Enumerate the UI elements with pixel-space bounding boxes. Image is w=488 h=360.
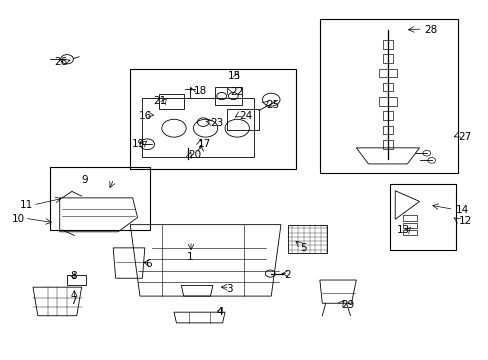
Bar xyxy=(389,184,455,249)
Text: 8: 8 xyxy=(70,271,77,282)
Text: 14: 14 xyxy=(455,205,468,215)
Text: 20: 20 xyxy=(188,150,201,160)
Text: 28: 28 xyxy=(424,25,437,35)
Bar xyxy=(402,222,416,228)
Text: 15: 15 xyxy=(227,71,240,81)
Bar xyxy=(402,230,416,235)
Text: 6: 6 xyxy=(145,259,152,269)
Text: 27: 27 xyxy=(458,132,471,142)
Text: 23: 23 xyxy=(210,118,223,128)
Text: 25: 25 xyxy=(266,100,279,110)
Bar xyxy=(382,126,392,134)
Text: 19: 19 xyxy=(131,139,144,149)
Text: 18: 18 xyxy=(193,86,206,96)
Text: 2: 2 xyxy=(284,270,290,280)
Text: 4: 4 xyxy=(216,307,222,317)
Bar xyxy=(67,275,86,285)
Text: 11: 11 xyxy=(20,200,33,210)
Bar xyxy=(130,69,295,169)
Bar xyxy=(382,140,392,149)
Bar xyxy=(402,215,416,221)
Bar xyxy=(382,83,392,91)
Bar xyxy=(287,225,326,253)
Bar xyxy=(378,68,396,77)
Bar xyxy=(319,19,458,173)
Bar xyxy=(382,54,392,63)
Text: 9: 9 xyxy=(81,175,88,185)
Bar xyxy=(50,167,149,230)
Text: 26: 26 xyxy=(54,57,67,67)
Text: 13: 13 xyxy=(396,225,409,235)
Text: 24: 24 xyxy=(239,111,252,121)
Text: 5: 5 xyxy=(300,243,306,253)
Text: 22: 22 xyxy=(229,87,243,98)
Text: 21: 21 xyxy=(153,96,166,107)
Text: 10: 10 xyxy=(12,214,25,224)
Bar xyxy=(382,40,392,49)
Text: 12: 12 xyxy=(458,216,471,226)
Text: 29: 29 xyxy=(341,300,354,310)
Text: 17: 17 xyxy=(198,139,211,149)
Text: 7: 7 xyxy=(70,296,77,306)
Text: 16: 16 xyxy=(139,111,152,121)
Text: 1: 1 xyxy=(186,252,193,262)
Text: 3: 3 xyxy=(225,284,232,294)
Bar xyxy=(378,97,396,106)
Bar xyxy=(382,111,392,120)
